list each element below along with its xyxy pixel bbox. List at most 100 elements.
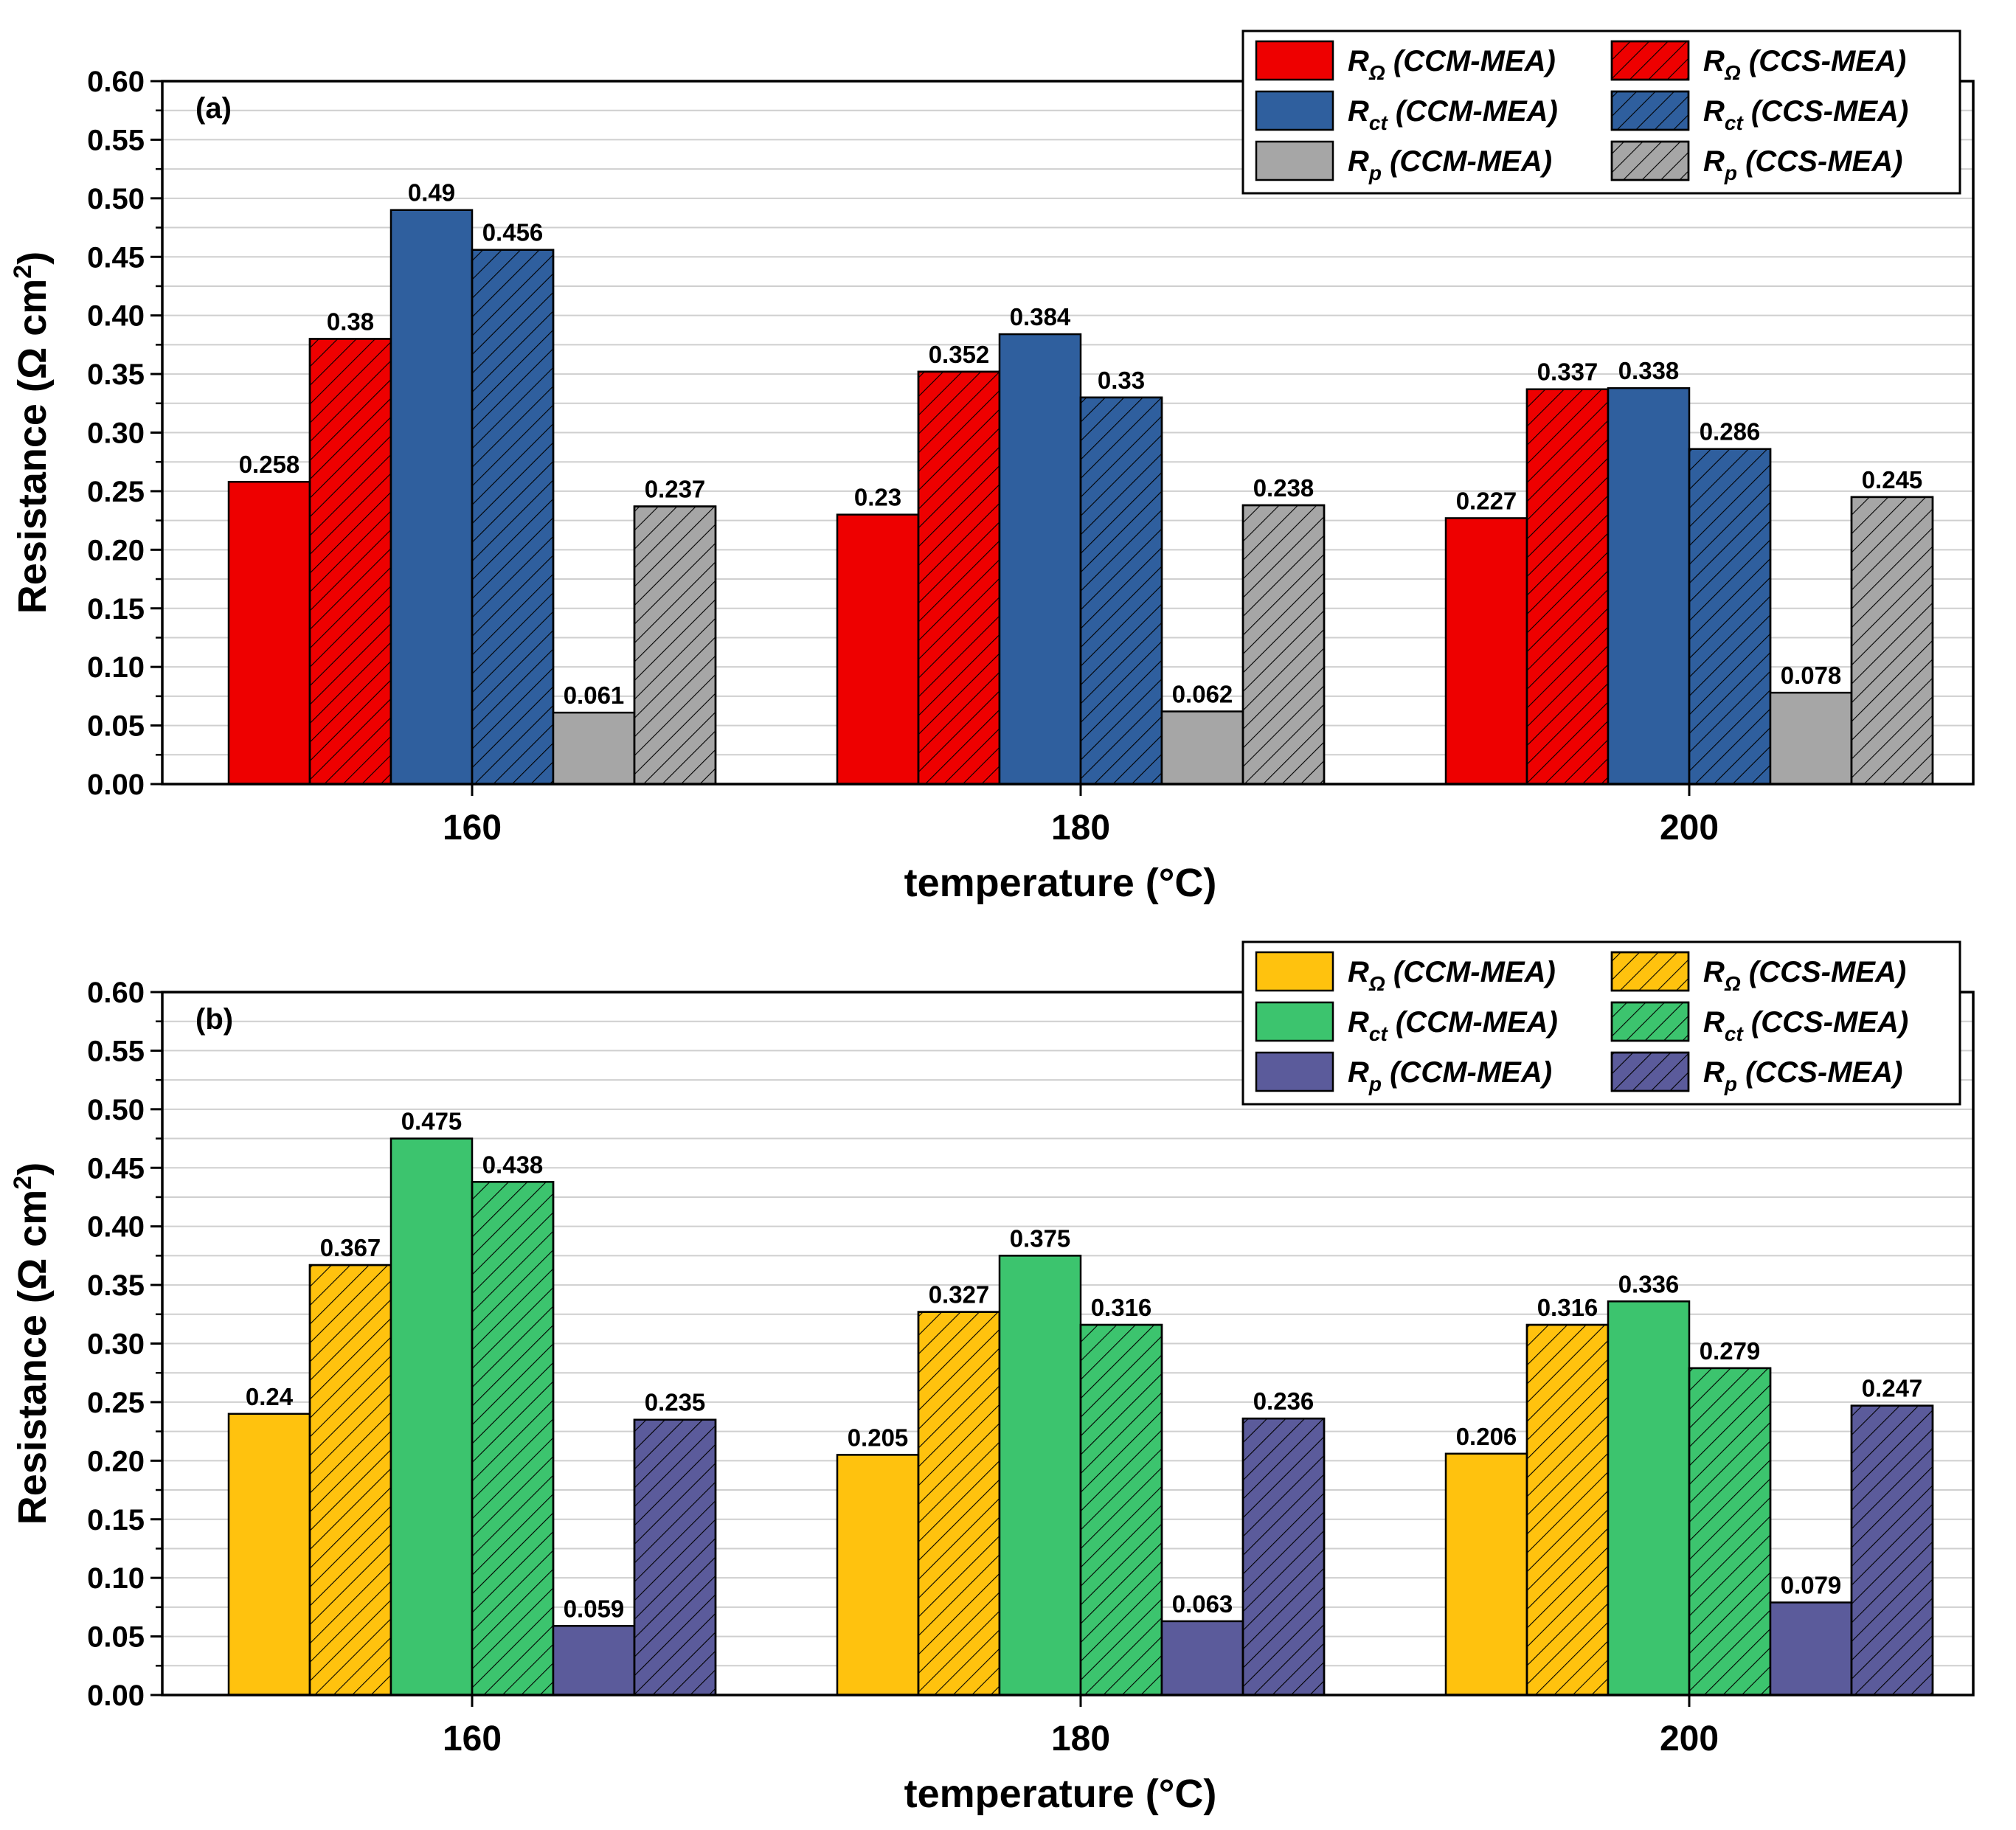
- y-axis-title: Resistance (Ω cm2): [9, 252, 55, 614]
- y-tick-label: 0.40: [87, 300, 145, 333]
- legend-swatch: [1255, 1001, 1334, 1042]
- legend-label: RΩ (CCS-MEA): [1703, 45, 1906, 84]
- bar-value-label: 0.236: [1253, 1387, 1314, 1415]
- bar-RΩ-ccm-160: [227, 480, 311, 786]
- panel-label: (a): [195, 92, 232, 125]
- y-axis-title: Resistance (Ω cm2): [9, 1162, 55, 1525]
- y-tick-label: 0.00: [87, 1680, 145, 1712]
- bar-value-label: 0.238: [1253, 474, 1314, 502]
- bar-RΩ-ccs-180-hatch: [917, 370, 1001, 786]
- bar-value-label: 0.438: [482, 1151, 544, 1178]
- bar-value-label: 0.235: [645, 1389, 706, 1416]
- y-tick-label: 0.50: [87, 183, 145, 215]
- legend: RΩ (CCM-MEA) RΩ (CCS-MEA) Rct (CCM-MEA) Rct…: [1241, 30, 1961, 195]
- legend-swatch-hatch: [1610, 40, 1690, 81]
- legend-label: Rct (CCM-MEA): [1348, 1006, 1558, 1045]
- bar-value-label: 0.059: [564, 1595, 625, 1622]
- y-tick-label: 0.45: [87, 241, 145, 274]
- bar-Rct-ccm-200: [1607, 1300, 1691, 1696]
- bar-Rct-ccm-160: [389, 1137, 474, 1696]
- bar-Rp-ccm-200: [1769, 1601, 1853, 1696]
- legend-label: Rp (CCS-MEA): [1703, 145, 1902, 184]
- bar-Rct-ccm-180: [998, 1255, 1082, 1696]
- bar-Rct-ccs-160-hatch: [471, 1181, 555, 1696]
- bar-value-label: 0.384: [1010, 303, 1071, 330]
- bar-value-label: 0.316: [1537, 1294, 1598, 1321]
- legend-label: Rp (CCM-MEA): [1348, 145, 1552, 184]
- bar-RΩ-ccs-200-hatch: [1525, 1323, 1610, 1696]
- y-tick-label: 0.35: [87, 358, 145, 391]
- y-tick-label: 0.30: [87, 417, 145, 450]
- x-tick-label: 200: [1660, 1719, 1719, 1758]
- bar-Rp-ccm-180: [1160, 710, 1244, 786]
- bar-RΩ-ccs-200-hatch: [1525, 388, 1610, 786]
- bar-value-label: 0.227: [1456, 487, 1517, 514]
- bar-value-label: 0.375: [1010, 1224, 1071, 1252]
- bar-RΩ-ccm-200: [1444, 1452, 1528, 1696]
- bar-Rp-ccm-160: [552, 1625, 636, 1696]
- chart-panel-b: 0.00 0.05 0.10 0.15 0.20 0.25 0.30 0.35 0.40 0.45…: [9, 940, 1975, 1816]
- bar-value-label: 0.475: [401, 1108, 463, 1135]
- y-tick-label: 0.05: [87, 710, 145, 743]
- legend-swatch: [1255, 90, 1334, 131]
- bar-value-label: 0.456: [482, 219, 544, 246]
- bar-value-label: 0.33: [1098, 367, 1145, 394]
- bar-value-label: 0.061: [564, 682, 625, 709]
- bar-value-label: 0.079: [1781, 1572, 1842, 1599]
- bar-Rct-ccs-180-hatch: [1079, 1323, 1163, 1696]
- bar-value-label: 0.24: [246, 1383, 294, 1410]
- legend-swatch-hatch: [1610, 1051, 1690, 1092]
- bar-RΩ-ccm-160: [227, 1413, 311, 1696]
- y-tick-label: 0.15: [87, 593, 145, 625]
- bar-RΩ-ccm-200: [1444, 517, 1528, 786]
- bar-Rct-ccm-180: [998, 333, 1082, 786]
- bar-value-label: 0.352: [929, 341, 990, 368]
- x-tick-label: 160: [443, 808, 502, 848]
- legend-swatch: [1255, 951, 1334, 992]
- legend-box: [1241, 940, 1961, 1106]
- legend-swatch: [1255, 1051, 1334, 1092]
- legend-swatch-hatch: [1610, 140, 1690, 181]
- y-tick-label: 0.50: [87, 1094, 145, 1126]
- bar-Rp-ccs-160-hatch: [633, 505, 717, 786]
- bar-value-label: 0.286: [1700, 418, 1761, 446]
- bar-Rct-ccm-160: [389, 209, 474, 786]
- plot-frame: [161, 80, 1975, 786]
- bar-value-label: 0.23: [854, 484, 901, 511]
- plot-frame: [161, 991, 1975, 1696]
- bar-value-label: 0.063: [1172, 1590, 1233, 1618]
- legend-label: RΩ (CCM-MEA): [1348, 956, 1556, 995]
- legend-label: Rct (CCS-MEA): [1703, 95, 1908, 134]
- bar-value-label: 0.338: [1618, 357, 1680, 384]
- legend-label: RΩ (CCS-MEA): [1703, 956, 1906, 995]
- bar-Rp-ccs-200-hatch: [1850, 1404, 1934, 1696]
- y-tick-label: 0.15: [87, 1504, 145, 1536]
- y-tick-label: 0.25: [87, 1387, 145, 1419]
- y-tick-label: 0.35: [87, 1269, 145, 1302]
- legend-label: Rp (CCM-MEA): [1348, 1056, 1552, 1095]
- x-tick-label: 180: [1051, 1719, 1110, 1758]
- bar-Rp-ccs-180-hatch: [1241, 1417, 1326, 1696]
- chart-panel-a: 0.00 0.05 0.10 0.15 0.20 0.25 0.30 0.35 0.40 0.45…: [9, 30, 1975, 905]
- bar-value-label: 0.49: [408, 179, 455, 207]
- bar-value-label: 0.205: [848, 1424, 909, 1451]
- bar-Rp-ccs-200-hatch: [1850, 496, 1934, 786]
- panel-label: (b): [195, 1003, 233, 1036]
- bar-value-label: 0.258: [239, 451, 300, 478]
- bar-value-label: 0.279: [1700, 1337, 1761, 1365]
- bar-value-label: 0.245: [1862, 466, 1923, 493]
- y-tick-label: 0.55: [87, 124, 145, 156]
- legend-label: Rct (CCS-MEA): [1703, 1006, 1908, 1045]
- legend-swatch-hatch: [1610, 951, 1690, 992]
- bar-value-label: 0.337: [1537, 358, 1598, 386]
- bar-value-label: 0.327: [929, 1281, 990, 1309]
- y-tick-label: 0.25: [87, 476, 145, 508]
- y-tick-label: 0.10: [87, 1562, 145, 1595]
- bar-Rct-ccs-180-hatch: [1079, 396, 1163, 786]
- y-tick-label: 0.20: [87, 1445, 145, 1477]
- x-axis-title: temperature (°C): [904, 1772, 1217, 1816]
- y-tick-label: 0.30: [87, 1328, 145, 1361]
- bar-Rct-ccs-200-hatch: [1688, 448, 1772, 786]
- bar-Rct-ccs-160-hatch: [471, 249, 555, 786]
- y-tick-label: 0.10: [87, 651, 145, 684]
